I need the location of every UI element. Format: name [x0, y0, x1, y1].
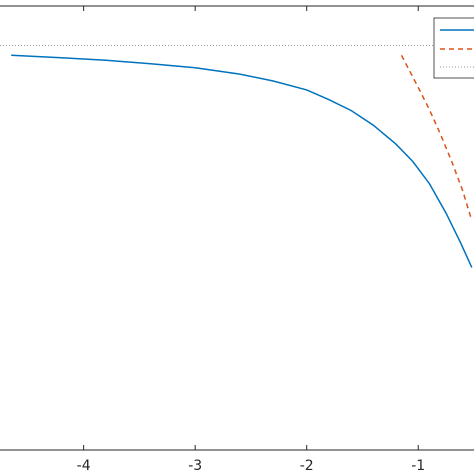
legend-box — [433, 17, 474, 79]
x-tick-label: -2 — [300, 458, 314, 474]
legend — [433, 17, 474, 79]
x-axis-ticks: -4 -3 -2 -1 — [77, 6, 425, 474]
x-tick-label: -4 — [77, 458, 91, 474]
series-line-1 — [11, 54, 473, 268]
series-line-2 — [400, 54, 473, 221]
series-layer — [0, 45, 474, 268]
axes-frame — [0, 5, 474, 451]
x-tick-label: -1 — [411, 458, 425, 474]
x-tick-label: -3 — [188, 458, 202, 474]
